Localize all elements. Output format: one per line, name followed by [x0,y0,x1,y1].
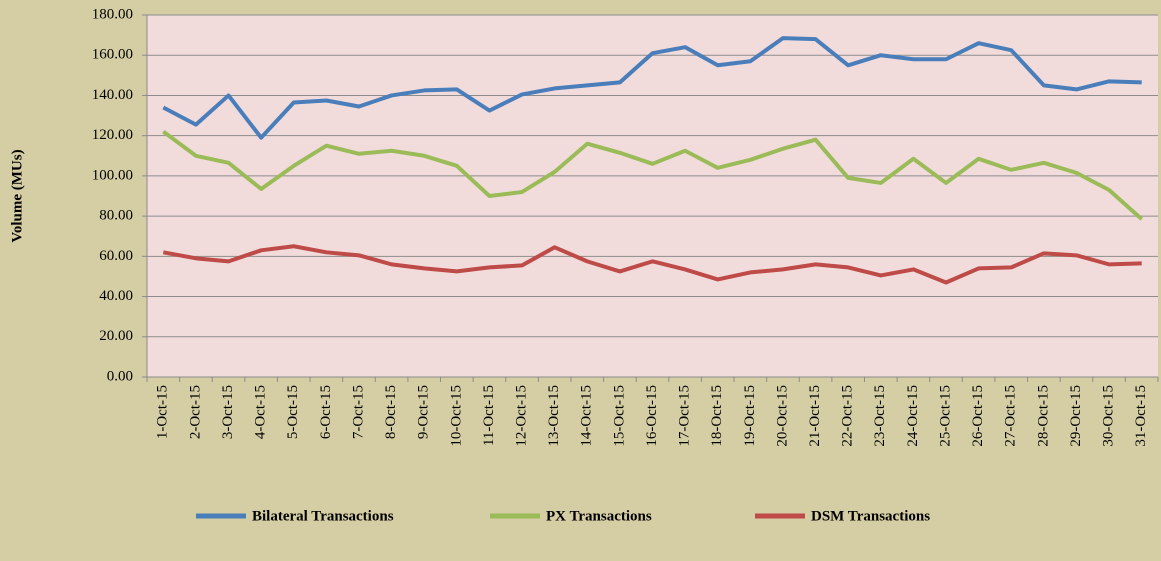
x-tick-label: 13-Oct-15 [546,385,562,447]
y-tick-label: 180.00 [92,6,133,22]
x-tick-label: 8-Oct-15 [383,385,399,439]
x-tick-label: 12-Oct-15 [513,385,529,447]
y-tick-label: 140.00 [92,87,133,103]
y-tick-label: 160.00 [92,47,133,63]
x-tick-label: 26-Oct-15 [970,385,986,447]
x-tick-label: 27-Oct-15 [1003,385,1019,447]
x-tick-label: 17-Oct-15 [677,385,693,447]
legend-text: PX Transactions [546,508,652,524]
x-tick-label: 5-Oct-15 [285,385,301,439]
x-tick-label: 6-Oct-15 [318,385,334,439]
x-tick-label: 7-Oct-15 [350,385,366,439]
series-line [162,36,1142,140]
x-tick-label: 28-Oct-15 [1035,385,1051,447]
x-tick-label: 2-Oct-15 [187,385,203,439]
x-tick-label: 1-Oct-15 [155,385,171,439]
y-tick-label: 60.00 [99,248,133,264]
y-tick-label: 80.00 [99,208,133,224]
x-tick-label: 14-Oct-15 [579,385,595,447]
x-tick-label: 22-Oct-15 [840,385,856,447]
x-tick-label: 15-Oct-15 [611,385,627,447]
x-tick-label: 18-Oct-15 [709,385,725,447]
series-line [162,130,1144,221]
x-tick-label: 11-Oct-15 [481,385,497,446]
x-tick-label: 24-Oct-15 [905,385,921,447]
legend-text: Bilateral Transactions [252,508,394,524]
y-tick-label: 20.00 [99,328,133,344]
y-tick-label: 120.00 [92,127,133,143]
x-tick-label: 20-Oct-15 [774,385,790,447]
y-tick-label: 0.00 [107,368,133,384]
plot-area [147,15,1158,377]
x-tick-label: 23-Oct-15 [872,385,888,447]
x-tick-label: 3-Oct-15 [220,385,236,439]
x-tick-label: 4-Oct-15 [253,385,269,439]
y-tick-label: 40.00 [99,288,133,304]
x-tick-label: 21-Oct-15 [807,385,823,447]
x-tick-label: 30-Oct-15 [1101,385,1117,447]
x-tick-label: 29-Oct-15 [1068,385,1084,447]
x-tick-label: 16-Oct-15 [644,385,660,447]
series-line [162,244,1142,285]
legend-text: DSM Transactions [811,508,930,524]
x-tick-label: 10-Oct-15 [448,385,464,447]
x-tick-label: 9-Oct-15 [416,385,432,439]
x-tick-label: 25-Oct-15 [937,385,953,447]
y-tick-label: 100.00 [92,167,133,183]
y-axis-label: Volume (MUs) [9,149,25,242]
x-tick-label: 31-Oct-15 [1133,385,1149,447]
x-tick-label: 19-Oct-15 [742,385,758,447]
